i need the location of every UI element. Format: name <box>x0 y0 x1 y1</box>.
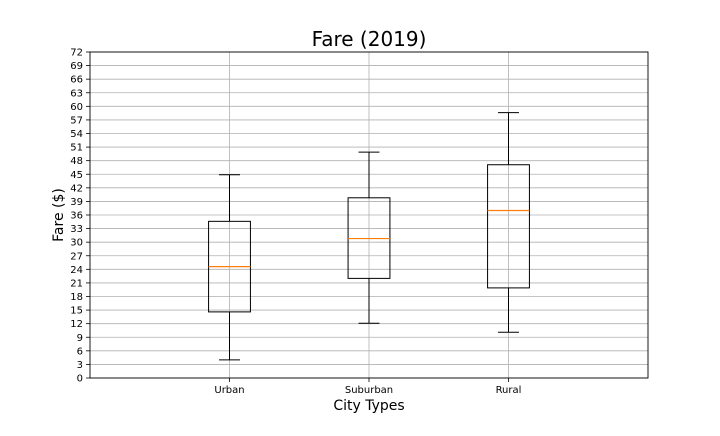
y-tick-label: 51 <box>70 143 83 154</box>
y-tick-label: 6 <box>77 346 83 357</box>
y-tick-label: 45 <box>70 170 83 181</box>
y-tick-label: 63 <box>70 88 83 99</box>
x-axis-ticks: Urban Suburban Rural <box>214 378 521 396</box>
y-tick-label: 60 <box>70 102 83 113</box>
grid-layer <box>90 51 648 379</box>
y-tick-label: 54 <box>70 129 83 140</box>
x-axis-label: City Types <box>333 398 404 414</box>
y-tick-label: 66 <box>70 75 83 86</box>
x-tick-label: Rural <box>496 385 522 396</box>
y-tick-label: 48 <box>70 156 83 167</box>
y-tick-label: 27 <box>70 251 83 262</box>
box-rural <box>487 164 530 289</box>
y-tick-label: 69 <box>70 61 83 72</box>
box-layer <box>208 112 530 361</box>
y-tick-label: 57 <box>70 115 83 126</box>
y-tick-label: 21 <box>70 278 83 289</box>
y-tick-label: 30 <box>70 238 83 249</box>
y-tick-label: 33 <box>70 224 83 235</box>
y-tick-label: 42 <box>70 183 83 194</box>
y-axis-label: Fare ($) <box>51 188 67 242</box>
y-axis-ticks: 0369121518212427303336394245485154576063… <box>70 48 90 385</box>
y-tick-label: 72 <box>70 48 83 59</box>
x-tick-label: Suburban <box>345 385 393 396</box>
y-tick-label: 0 <box>77 374 83 385</box>
y-tick-label: 15 <box>70 306 83 317</box>
y-tick-label: 9 <box>77 333 83 344</box>
x-tick-label: Urban <box>214 385 244 396</box>
y-tick-label: 3 <box>77 360 83 371</box>
chart-title: Fare (2019) <box>312 27 427 51</box>
y-tick-label: 18 <box>70 292 83 303</box>
y-tick-label: 12 <box>70 319 83 330</box>
y-tick-label: 36 <box>70 211 83 222</box>
y-tick-label: 24 <box>70 265 83 276</box>
y-tick-label: 39 <box>70 197 83 208</box>
